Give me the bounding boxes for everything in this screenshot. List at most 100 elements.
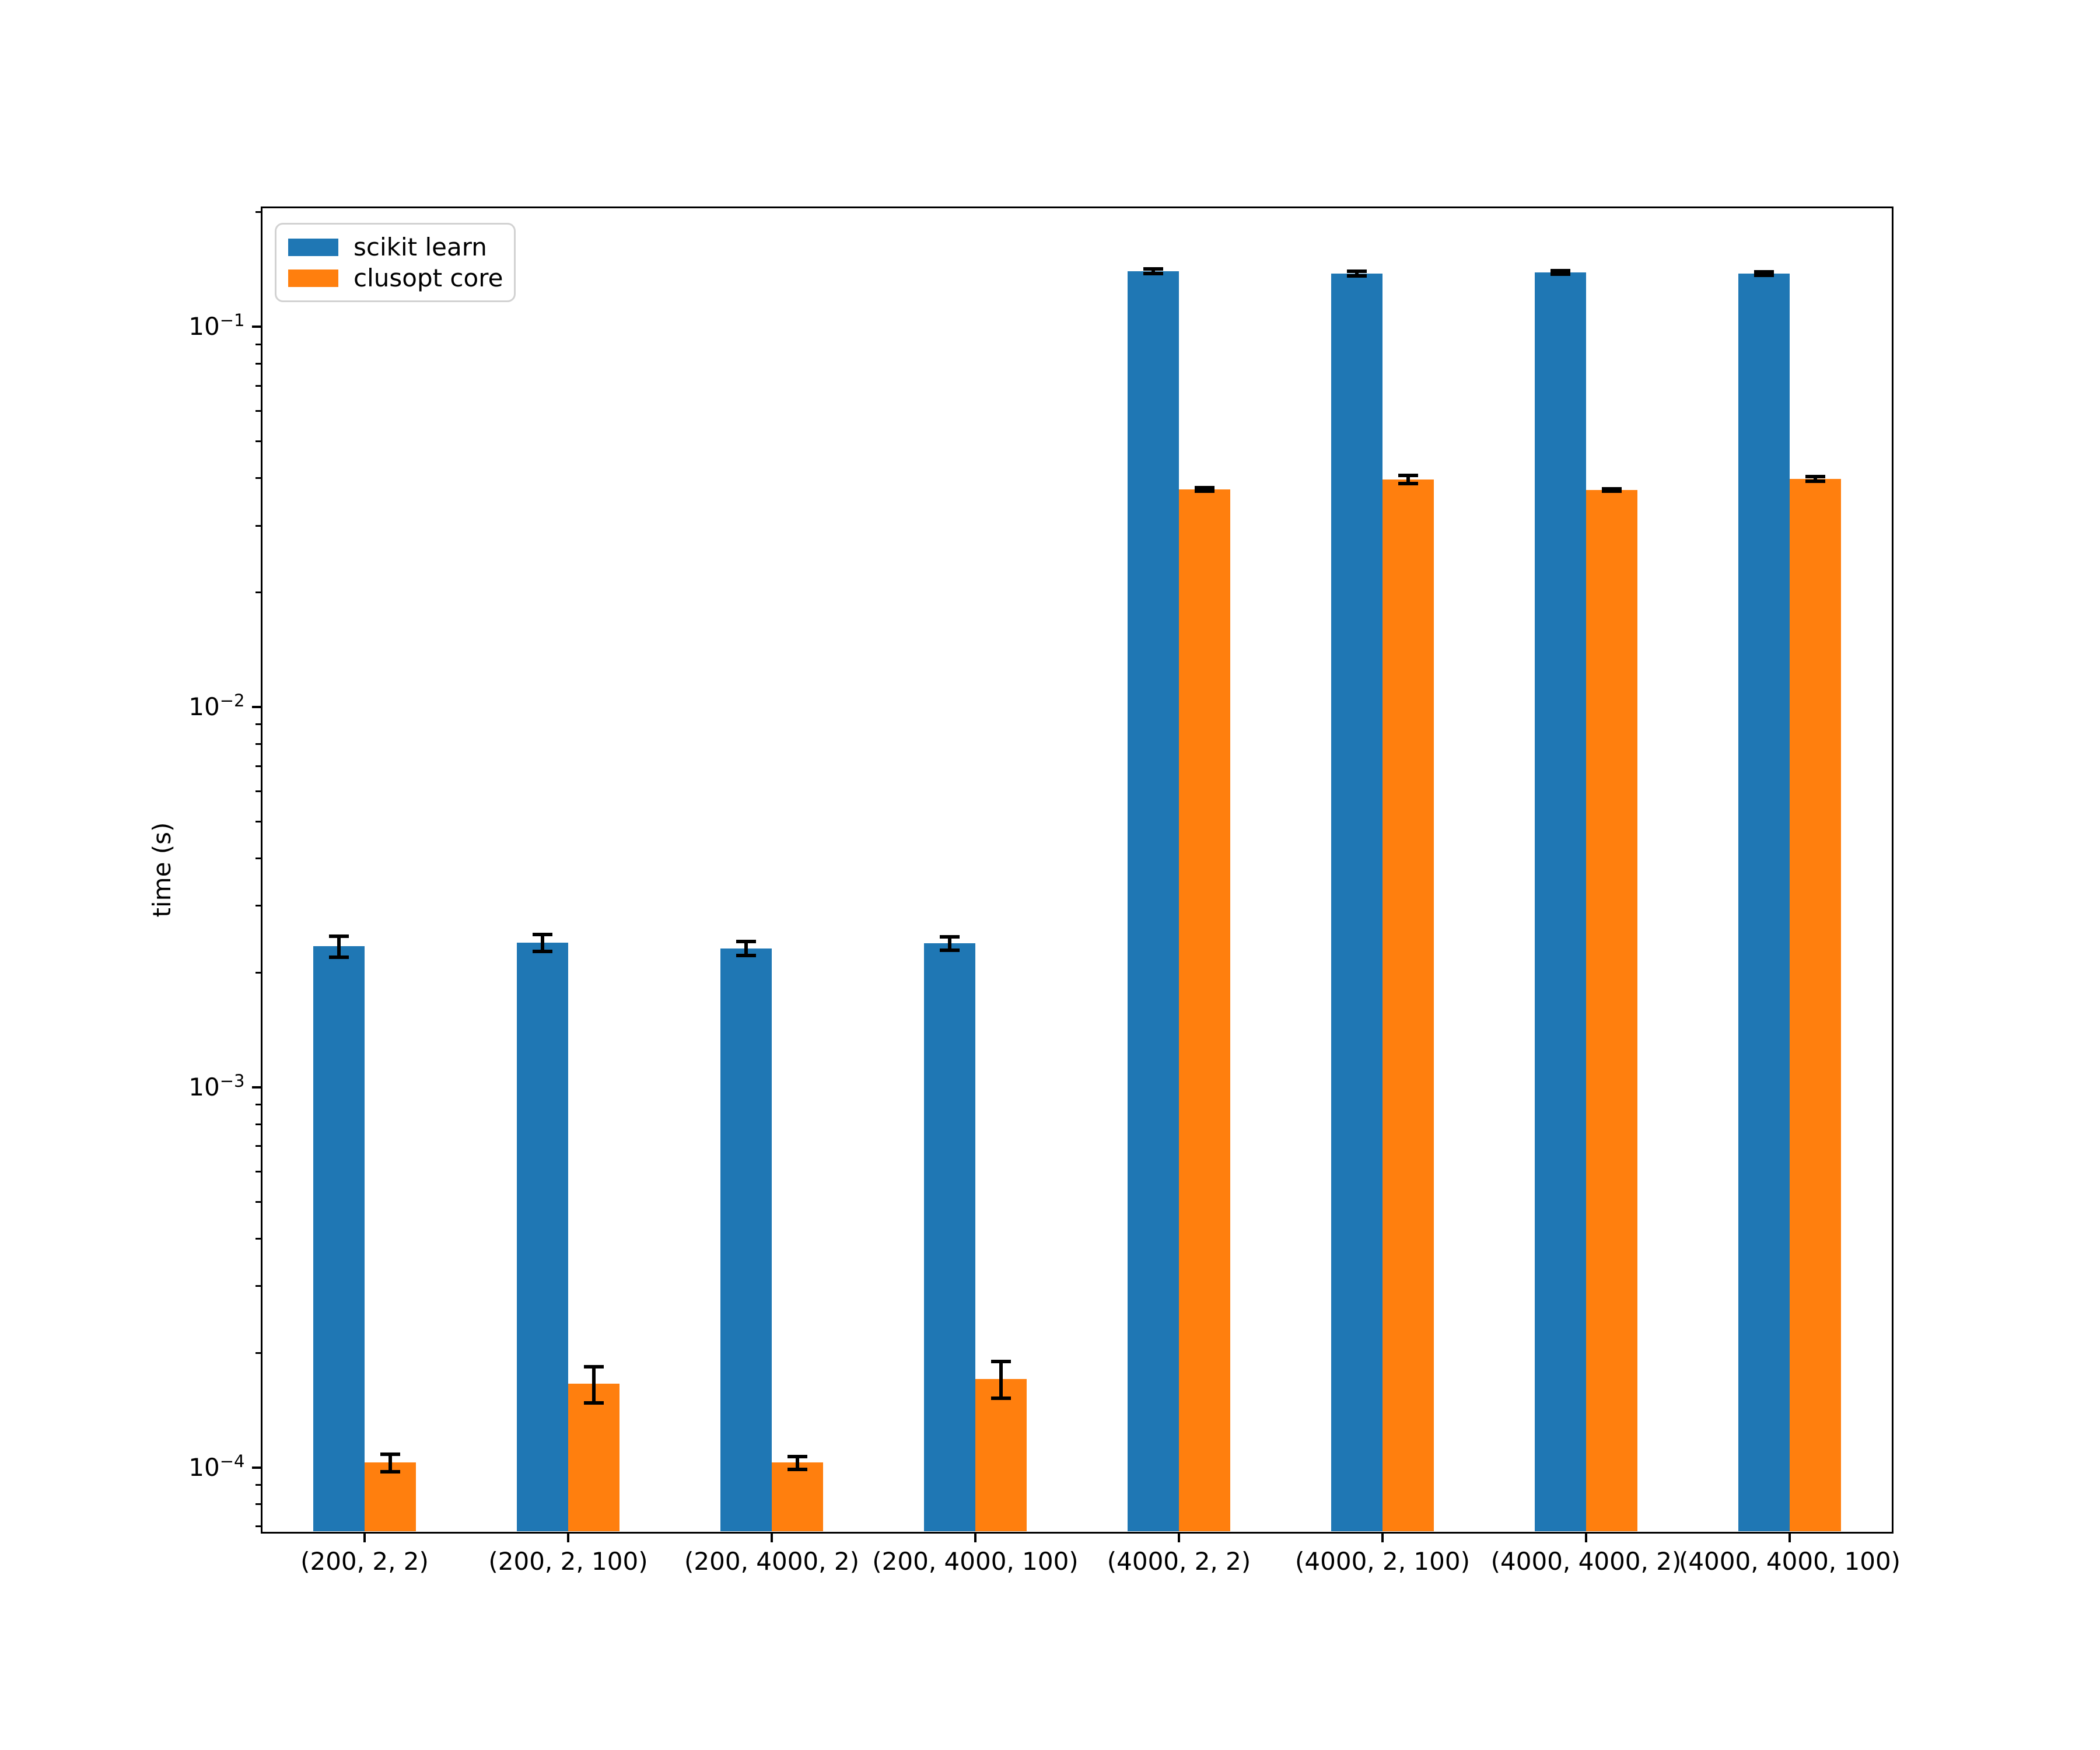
error-bar-cap — [1143, 267, 1163, 271]
bar-scikit-learn-1 — [517, 943, 568, 1531]
error-bar-cap — [380, 1469, 400, 1474]
error-bar-cap — [1195, 486, 1214, 490]
y-minor-tick — [255, 1171, 261, 1173]
error-bar-line — [1152, 268, 1155, 274]
y-minor-tick — [255, 765, 261, 767]
error-bar-line — [744, 941, 748, 956]
y-axis-label: time (s) — [148, 822, 176, 918]
error-bar-cap — [1550, 272, 1570, 276]
bar-clusopt-core-0 — [365, 1462, 416, 1531]
x-tick — [771, 1533, 773, 1542]
error-bar-cap — [1398, 481, 1418, 485]
error-bar-cap — [991, 1396, 1011, 1401]
x-tick — [363, 1533, 366, 1542]
bar-scikit-learn-3 — [924, 943, 975, 1531]
error-bar-line — [1762, 271, 1766, 276]
y-major-tick — [251, 706, 261, 708]
error-bar-cap — [736, 954, 756, 958]
plot-frame — [260, 206, 1894, 1534]
error-bar-cap — [1347, 274, 1367, 278]
error-bar-line — [592, 1367, 596, 1403]
y-minor-tick — [255, 592, 261, 594]
y-minor-tick — [255, 857, 261, 859]
y-minor-tick — [255, 1352, 261, 1354]
y-minor-tick — [255, 905, 261, 907]
error-bar-cap — [1602, 487, 1622, 491]
error-bar-cap — [1398, 473, 1418, 477]
error-bar-cap — [940, 949, 960, 953]
bar-scikit-learn-7 — [1738, 274, 1790, 1531]
error-bar-line — [948, 936, 951, 951]
y-minor-tick — [255, 211, 261, 214]
error-bar-cap — [1602, 489, 1622, 494]
bar-scikit-learn-2 — [720, 948, 772, 1531]
x-tick-label: (200, 4000, 100) — [872, 1546, 1079, 1576]
legend-entry-scikit-learn: scikit learn — [288, 233, 502, 261]
bar-scikit-learn-5 — [1331, 274, 1382, 1531]
error-bar-cap — [329, 934, 349, 938]
y-minor-tick — [255, 820, 261, 822]
bar-clusopt-core-1 — [568, 1384, 620, 1531]
y-tick-label: 10−2 — [188, 691, 245, 722]
error-bar-cap — [584, 1401, 604, 1405]
error-bar-cap — [533, 949, 552, 953]
y-minor-tick — [255, 972, 261, 974]
error-bar-cap — [380, 1452, 400, 1456]
legend-label: scikit learn — [354, 233, 487, 261]
bar-clusopt-core-2 — [772, 1462, 823, 1531]
y-major-tick — [251, 326, 261, 328]
bar-clusopt-core-4 — [1179, 489, 1230, 1531]
y-minor-tick — [255, 1123, 261, 1125]
x-tick-label: (200, 4000, 2) — [684, 1546, 859, 1576]
legend: scikit learn clusopt core — [275, 223, 516, 302]
error-bar-cap — [329, 955, 349, 959]
error-bar-cap — [1805, 480, 1825, 484]
x-tick — [974, 1533, 977, 1542]
x-tick — [1585, 1533, 1587, 1542]
error-bar-line — [1559, 270, 1562, 275]
error-bar-cap — [1550, 268, 1570, 272]
error-bar-cap — [533, 933, 552, 937]
x-tick — [567, 1533, 569, 1542]
legend-label: clusopt core — [354, 264, 503, 292]
error-bar-cap — [1195, 489, 1214, 494]
bar-scikit-learn-6 — [1535, 272, 1586, 1531]
error-bar-cap — [1347, 269, 1367, 273]
bar-scikit-learn-4 — [1128, 271, 1179, 1531]
x-tick-label: (4000, 4000, 100) — [1678, 1546, 1901, 1576]
y-minor-tick — [255, 1484, 261, 1486]
error-bar-cap — [1754, 274, 1774, 278]
error-bar-line — [796, 1456, 799, 1469]
x-tick-label: (4000, 2, 2) — [1107, 1546, 1251, 1576]
error-bar-cap — [584, 1365, 604, 1369]
y-minor-tick — [255, 477, 261, 480]
error-bar-cap — [1143, 272, 1163, 276]
legend-swatch-clusopt-core — [288, 269, 338, 287]
x-tick-label: (200, 2, 2) — [300, 1546, 429, 1576]
error-bar-line — [388, 1454, 392, 1472]
y-minor-tick — [255, 743, 261, 745]
y-minor-tick — [255, 1104, 261, 1106]
error-bar-line — [541, 935, 544, 951]
error-bar-line — [337, 936, 341, 957]
error-bar-cap — [1754, 270, 1774, 274]
x-tick — [1178, 1533, 1180, 1542]
x-tick-label: (4000, 2, 100) — [1295, 1546, 1470, 1576]
x-tick — [1788, 1533, 1791, 1542]
y-major-tick — [251, 1466, 261, 1469]
y-minor-tick — [255, 343, 261, 345]
error-bar-cap — [788, 1454, 807, 1458]
y-minor-tick — [255, 440, 261, 442]
error-bar-cap — [991, 1360, 1011, 1364]
legend-swatch-scikit-learn — [288, 238, 338, 256]
error-bar-cap — [736, 939, 756, 943]
legend-entry-clusopt-core: clusopt core — [288, 264, 503, 292]
bar-scikit-learn-0 — [313, 946, 365, 1531]
error-bar-cap — [788, 1467, 807, 1471]
x-tick — [1381, 1533, 1384, 1542]
bar-clusopt-core-7 — [1790, 479, 1841, 1531]
x-tick-label: (4000, 4000, 2) — [1490, 1546, 1682, 1576]
error-bar-cap — [1805, 474, 1825, 478]
error-bar-line — [1203, 488, 1206, 492]
